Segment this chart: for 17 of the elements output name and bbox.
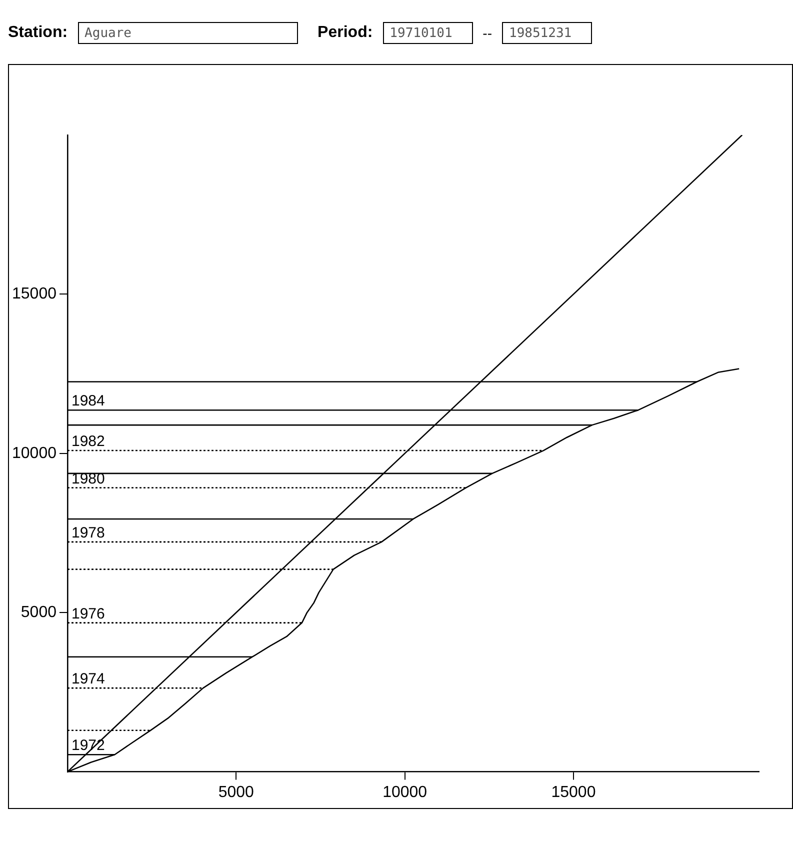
text: -- bbox=[482, 25, 492, 41]
y-tick-label: 15000 bbox=[12, 286, 57, 303]
x-tick-label: 15000 bbox=[551, 784, 596, 801]
annotation: 1974 bbox=[71, 670, 105, 688]
text: 19710101 bbox=[382, 22, 473, 44]
text: 19851231 bbox=[502, 22, 592, 44]
x-tick-label: 10000 bbox=[382, 784, 428, 801]
text: Period: bbox=[318, 24, 373, 42]
y-tick-label: 5000 bbox=[20, 604, 57, 622]
x-tick-label: 5000 bbox=[218, 784, 254, 801]
annotation: 1982 bbox=[71, 433, 105, 450]
annotation: 1976 bbox=[71, 605, 105, 622]
text: Station: bbox=[8, 24, 68, 42]
annotation: 1984 bbox=[71, 392, 105, 410]
text: Aguare bbox=[78, 22, 298, 44]
y-tick-label: 10000 bbox=[12, 444, 57, 462]
annotation: 1978 bbox=[71, 524, 105, 542]
